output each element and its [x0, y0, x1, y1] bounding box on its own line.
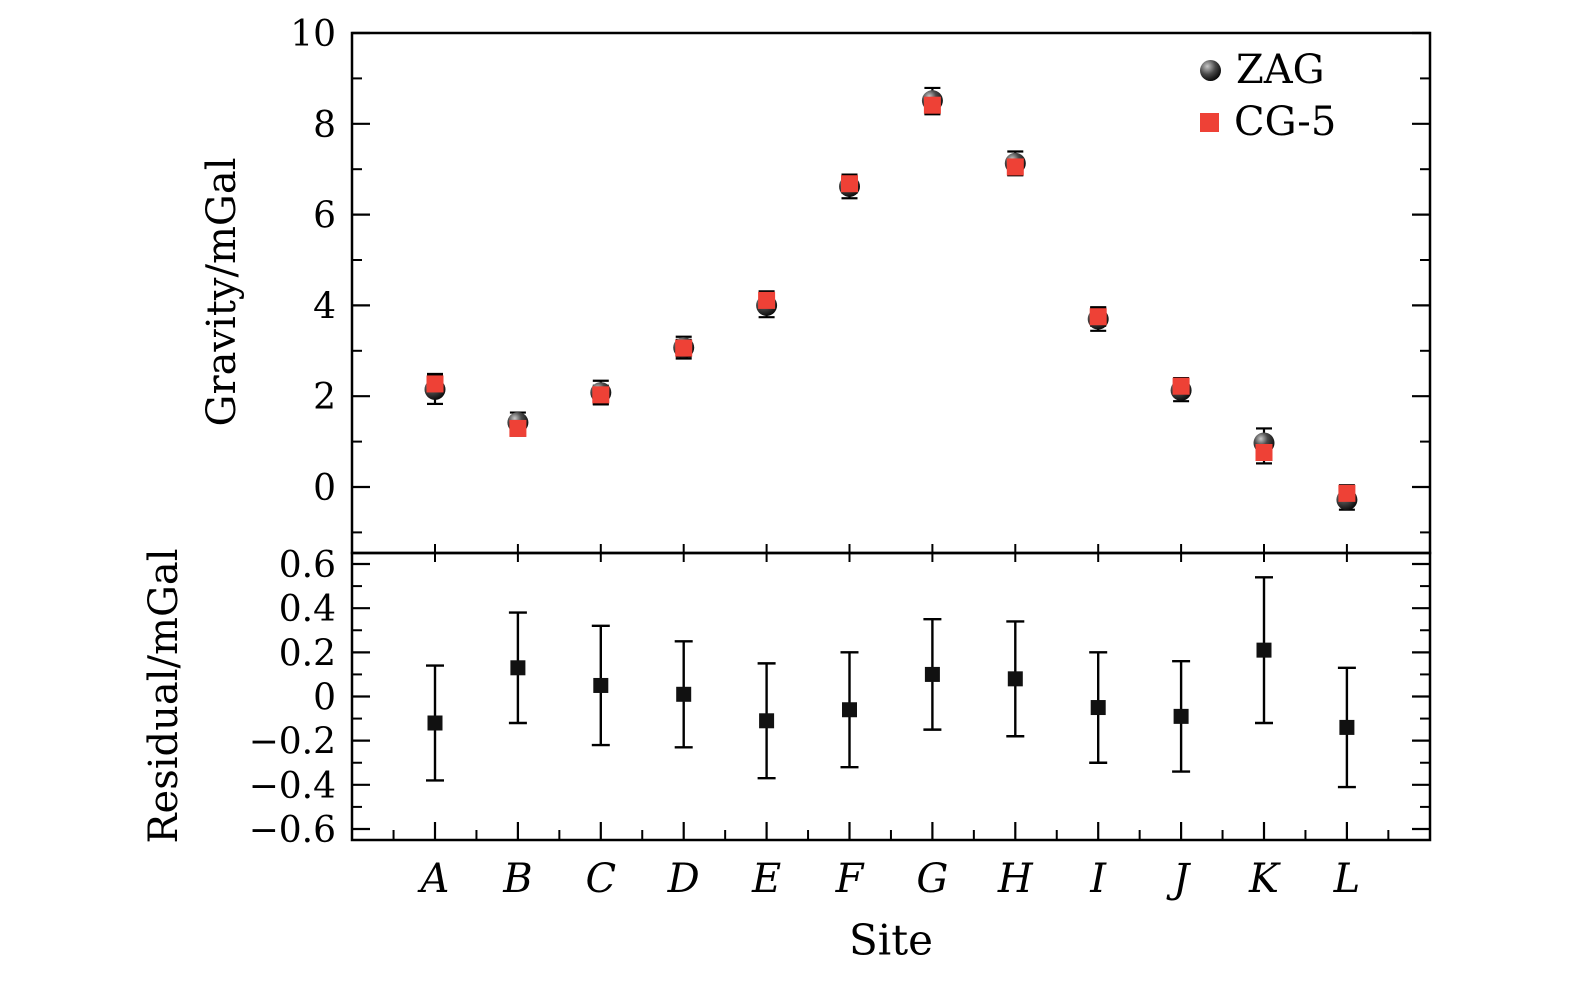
x-category-label: H — [997, 856, 1034, 902]
x-category-label: L — [1333, 856, 1361, 902]
cg5-marker — [1006, 158, 1024, 176]
y-tick-label-bottom: 0.2 — [279, 633, 336, 674]
y-tick-label-top: 4 — [313, 286, 336, 327]
cg5-marker — [509, 419, 527, 437]
residual-marker — [1339, 719, 1355, 735]
cg5-marker — [426, 375, 444, 393]
y-tick-label-top: 6 — [313, 196, 336, 237]
residual-marker — [1007, 671, 1023, 687]
cg5-marker — [758, 291, 776, 309]
zag-sphere-icon — [1200, 59, 1221, 81]
legend-item-zag: ZAG — [1200, 48, 1336, 92]
residual-marker — [759, 713, 775, 729]
cg5-marker — [592, 386, 610, 404]
residual-marker — [427, 715, 443, 731]
y-tick-label-top: 2 — [313, 377, 336, 418]
cg5-marker — [675, 339, 693, 357]
y-tick-label-bottom: −0.2 — [249, 722, 336, 763]
y-tick-label-top: 10 — [290, 14, 336, 55]
residual-marker — [1090, 700, 1106, 716]
residual-marker — [1173, 708, 1189, 724]
y-tick-label-bottom: 0 — [313, 678, 336, 719]
cg5-marker — [1255, 443, 1273, 461]
x-category-label: J — [1166, 856, 1191, 902]
legend: ZAG CG-5 — [1200, 48, 1336, 144]
y-tick-label-bottom: 0.6 — [279, 545, 336, 586]
y-tick-label-top: 0 — [313, 468, 336, 509]
x-category-label: F — [835, 856, 865, 902]
y-tick-label-top: 8 — [313, 105, 336, 146]
site-axis-label: Site — [849, 915, 933, 965]
x-category-label: G — [916, 856, 948, 902]
legend-item-cg5: CG-5 — [1200, 100, 1336, 144]
cg5-square-icon — [1200, 112, 1219, 132]
cg5-marker — [1338, 484, 1356, 502]
cg5-marker — [841, 175, 858, 193]
residual-marker — [842, 702, 857, 718]
legend-label-zag: ZAG — [1236, 47, 1325, 93]
y-tick-label-bottom: −0.4 — [249, 766, 336, 807]
x-category-label: C — [585, 856, 616, 902]
x-category-label: K — [1248, 856, 1281, 902]
x-category-label: A — [417, 856, 450, 902]
residual-marker — [510, 660, 526, 676]
cg5-marker — [1172, 377, 1190, 395]
x-category-label: E — [751, 856, 781, 902]
residual-marker — [676, 686, 692, 702]
gravity-axis-label: Gravity/mGal — [199, 157, 245, 427]
x-category-label: I — [1089, 856, 1107, 902]
x-category-label: B — [502, 856, 532, 902]
residual-marker — [924, 666, 940, 682]
cg5-marker — [1089, 308, 1107, 326]
legend-label-cg5: CG-5 — [1234, 99, 1337, 145]
residual-axis-label: Residual/mGal — [141, 548, 187, 844]
y-tick-label-bottom: −0.6 — [249, 810, 336, 851]
bottom-panel-frame — [350, 551, 1432, 842]
x-category-label: D — [667, 856, 700, 902]
cg5-marker — [923, 96, 941, 114]
y-tick-label-bottom: 0.4 — [279, 589, 336, 630]
residual-marker — [1256, 642, 1272, 658]
residual-marker — [593, 677, 609, 693]
